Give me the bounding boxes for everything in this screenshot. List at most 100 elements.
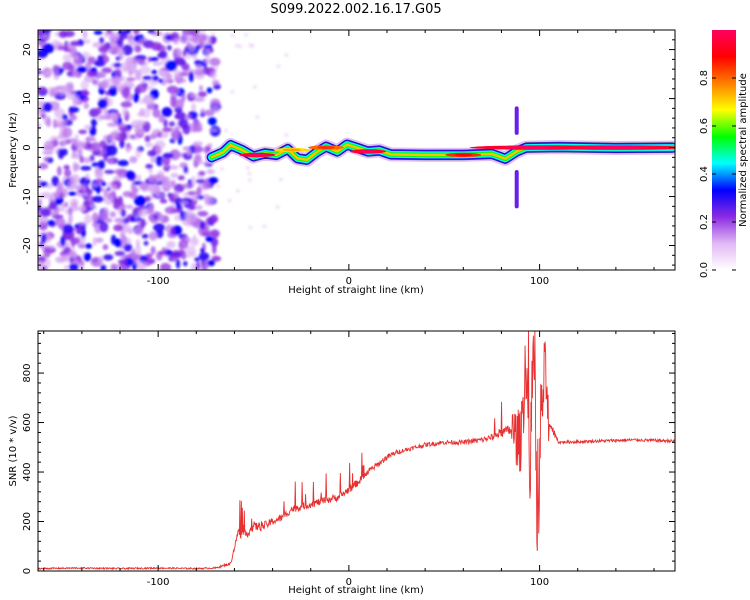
noise-blob (207, 177, 219, 184)
bottom-y-tick-label: 800 (22, 364, 33, 383)
noise-blob (80, 260, 85, 270)
noise-blob (58, 67, 65, 73)
noise-blob (98, 46, 109, 53)
noise-blob (117, 38, 124, 48)
noise-blob (234, 43, 239, 48)
noise-blob (77, 149, 83, 157)
noise-blob (63, 83, 74, 93)
noise-blob (38, 199, 43, 206)
noise-blob (230, 89, 235, 94)
noise-blob (200, 108, 206, 114)
noise-blob (201, 231, 211, 237)
noise-blob (150, 246, 156, 255)
noise-blob (125, 204, 134, 210)
noise-blob (109, 39, 117, 49)
noise-blob (161, 182, 173, 188)
noise-blob (173, 47, 182, 59)
noise-blob (55, 118, 68, 127)
noise-blob (68, 106, 80, 113)
colorbar-tick-label: 0.0 (699, 262, 710, 278)
noise-blob (72, 54, 79, 61)
noise-blob (78, 189, 84, 194)
noise-blob (94, 168, 104, 180)
ridge-peak (316, 146, 335, 149)
noise-blob (70, 174, 80, 185)
noise-blob (102, 244, 109, 251)
ridge-peak (282, 148, 301, 152)
noise-blob (209, 57, 221, 67)
noise-blob (79, 155, 84, 164)
noise-blob (179, 118, 189, 130)
noise-blob (83, 102, 90, 110)
noise-blob (166, 240, 176, 249)
noise-blob (141, 233, 149, 239)
noise-blob (135, 147, 142, 159)
noise-blob (43, 156, 50, 162)
noise-blob (111, 184, 118, 191)
noise-blob (190, 262, 196, 270)
noise-blob (170, 256, 178, 262)
noise-blob (145, 142, 153, 148)
noise-blob (69, 114, 77, 121)
noise-blob (151, 69, 158, 75)
noise-blob (136, 83, 148, 93)
noise-blob (47, 235, 53, 242)
top-y-tick-label: -20 (22, 237, 33, 253)
noise-blob (44, 70, 52, 77)
noise-blob (38, 162, 49, 170)
noise-blob (107, 192, 112, 200)
noise-blob (175, 113, 184, 118)
noise-blob (40, 233, 47, 244)
noise-blob (190, 175, 196, 187)
noise-blob (97, 98, 108, 109)
noise-blob (185, 211, 198, 223)
noise-blob (85, 173, 90, 180)
ridge-peak (248, 153, 267, 157)
noise-blob (43, 102, 53, 112)
top-x-tick-label: 100 (530, 276, 549, 287)
noise-blob (43, 247, 52, 258)
noise-blob (92, 212, 99, 222)
page-title: S099.2022.002.16.17.G05 (270, 2, 442, 17)
noise-blob (192, 52, 198, 60)
noise-blob (135, 245, 142, 256)
noise-blob (86, 188, 93, 195)
noise-blob (284, 53, 289, 58)
noise-blob (152, 174, 162, 184)
noise-blob (113, 202, 120, 209)
noise-blob (147, 150, 157, 157)
noise-blob (97, 54, 104, 66)
noise-blob (132, 30, 140, 35)
noise-blob (137, 111, 145, 117)
noise-blob (144, 196, 151, 202)
noise-blob (133, 226, 144, 236)
noise-blob (163, 119, 168, 128)
spectrogram-ridge (204, 106, 675, 209)
bottom-x-tick-label: 0 (346, 577, 352, 588)
noise-blob (128, 192, 138, 200)
noise-blob (185, 114, 191, 121)
noise-blob (166, 85, 179, 94)
noise-blob (201, 30, 206, 33)
noise-blob (38, 70, 43, 75)
noise-blob (211, 255, 222, 262)
noise-blob (178, 239, 189, 250)
noise-blob (110, 263, 117, 270)
noise-blob (134, 59, 146, 64)
noise-blob (50, 86, 59, 97)
noise-blob (167, 44, 172, 51)
noise-blob (106, 144, 118, 156)
noise-blob (175, 259, 181, 269)
noise-blob (193, 97, 205, 102)
noise-blob (185, 146, 192, 156)
noise-blob (157, 212, 164, 222)
noise-blob (158, 78, 163, 84)
noise-blob (145, 163, 153, 169)
noise-blob (136, 260, 149, 269)
noise-blob (150, 156, 157, 164)
noise-blob (207, 117, 217, 126)
noise-blob (40, 208, 51, 218)
noise-blob (106, 30, 113, 35)
noise-blob (167, 165, 179, 170)
